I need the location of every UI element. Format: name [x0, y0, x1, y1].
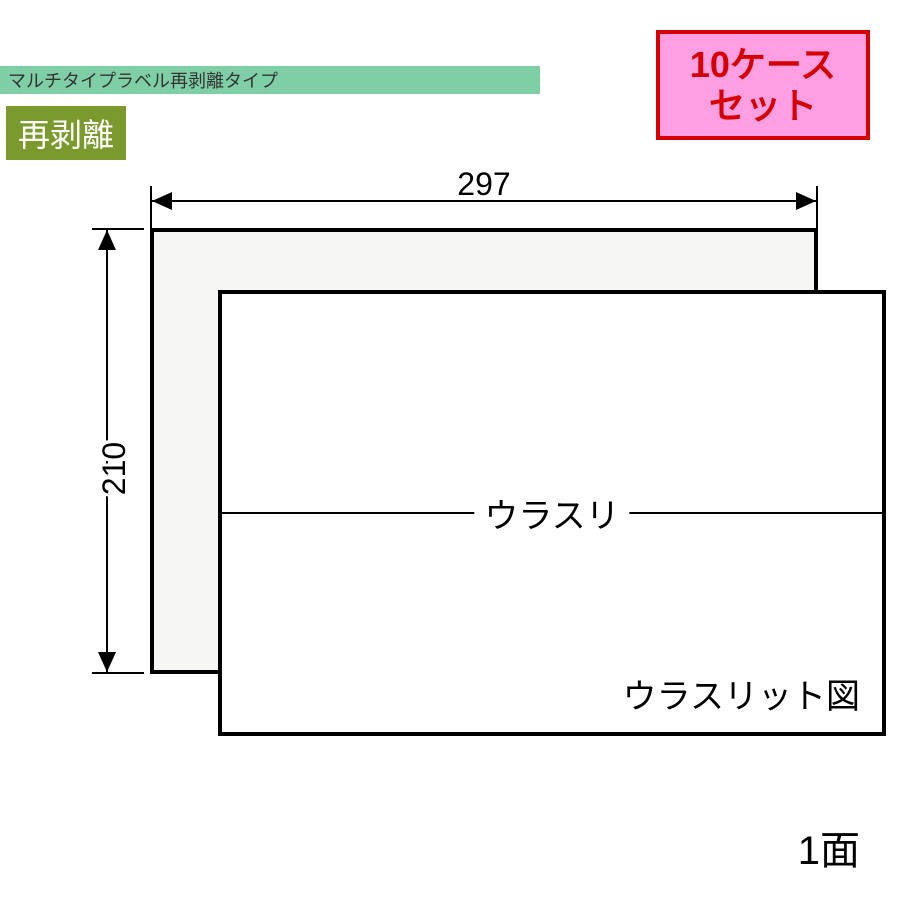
label-sheet-front: ウラスリ ウラスリット図	[218, 290, 886, 736]
dim-width-value: 297	[0, 166, 900, 203]
diagram-caption: ウラスリット図	[623, 669, 860, 718]
dim-height-arrow-down-icon	[98, 652, 116, 672]
promo-line-1: 10ケース	[690, 44, 836, 85]
promo-line-2: セット	[709, 85, 817, 126]
product-type-bar: マルチタイプラベル再剥離タイプ	[0, 66, 540, 94]
dim-height-arrow-up-icon	[98, 230, 116, 250]
product-type-text: マルチタイプラベル再剥離タイプ	[8, 67, 278, 93]
face-count: 1面	[798, 818, 860, 876]
dim-height-ext-bottom	[92, 672, 144, 674]
diagram: ウラスリ ウラスリット図 297 210	[0, 170, 900, 830]
promo-box: 10ケース セット	[656, 30, 870, 140]
repeel-badge: 再剥離	[6, 106, 126, 160]
dim-height-value: 210	[96, 442, 133, 495]
repeel-badge-text: 再剥離	[18, 117, 114, 153]
back-slit-label: ウラスリ	[474, 489, 629, 538]
